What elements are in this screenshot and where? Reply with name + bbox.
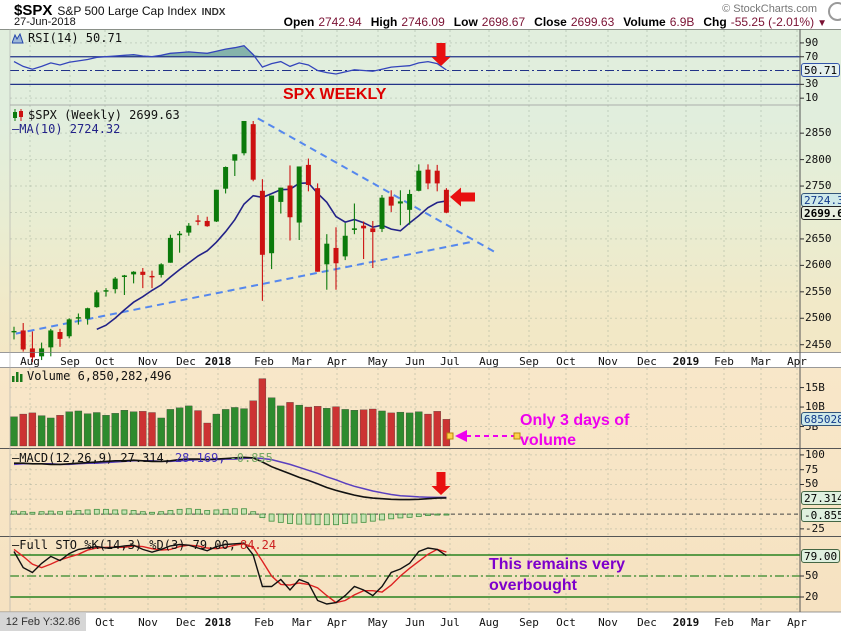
index-name: S&P 500 Large Cap Index bbox=[57, 4, 197, 18]
volume-legend-text: Volume 6,850,282,496 bbox=[27, 369, 172, 383]
ma-legend: —MA(10) 2724.32 bbox=[12, 122, 120, 136]
rsi-chart-icon bbox=[11, 32, 24, 44]
macd-hist-value: -0.855 bbox=[229, 451, 273, 465]
volume-bars-icon bbox=[12, 371, 23, 382]
quote-label: High bbox=[370, 15, 398, 29]
quote-label: Open bbox=[283, 15, 315, 29]
price-legend: $SPX (Weekly) 2699.63 bbox=[12, 108, 180, 122]
rsi-legend-text: RSI(14) 50.71 bbox=[28, 31, 122, 45]
exchange-tag: INDX bbox=[201, 7, 226, 18]
chart-header: $SPX S&P 500 Large Cap Index INDX © StockC… bbox=[0, 0, 841, 29]
candlestick-icon bbox=[12, 109, 24, 121]
macd-legend: —MACD(12,26,9) 27.314, 28.169, -0.855 bbox=[12, 451, 273, 465]
quote-value: -55.25 (-2.01%) bbox=[730, 15, 815, 29]
volume-legend: Volume 6,850,282,496 bbox=[12, 369, 172, 383]
symbol-label: $SPX bbox=[14, 2, 53, 19]
quote-dropdown-icon[interactable]: ▼ bbox=[817, 18, 827, 29]
crosshair-tooltip: 12 Feb Y:32.86 bbox=[0, 613, 86, 631]
quote-value: 2698.67 bbox=[481, 15, 526, 29]
sto-legend: —Full STO %K(14,3) %D(3) 79.00, 84.24 bbox=[12, 538, 276, 552]
chart-date: 27-Jun-2018 bbox=[14, 16, 76, 28]
quote-value: 2746.09 bbox=[401, 15, 445, 29]
sto-d-value: 84.24 bbox=[239, 538, 277, 552]
quote-label: Close bbox=[534, 15, 567, 29]
quote-label: Low bbox=[453, 15, 478, 29]
macd-signal-value: 28.169, bbox=[174, 451, 226, 465]
quote-value: 2699.63 bbox=[570, 15, 615, 29]
macd-legend-text: —MACD(12,26,9) 27.314, bbox=[12, 451, 171, 465]
ohlc-quote-row: Open 2742.94 High 2746.09 Low 2698.67 Close 269… bbox=[275, 15, 827, 29]
corner-badge-icon bbox=[828, 2, 841, 21]
quote-label: Volume bbox=[623, 15, 666, 29]
quote-label: Chg bbox=[703, 15, 727, 29]
price-legend-text: $SPX (Weekly) 2699.63 bbox=[28, 108, 180, 122]
quote-value: 6.9B bbox=[669, 15, 695, 29]
quote-value: 2742.94 bbox=[318, 15, 362, 29]
sto-legend-text: —Full STO %K(14,3) %D(3) 79.00, bbox=[12, 538, 236, 552]
ma-legend-text: —MA(10) 2724.32 bbox=[12, 122, 121, 136]
lower-panels-background bbox=[0, 368, 841, 612]
rsi-legend: RSI(14) 50.71 bbox=[11, 31, 122, 45]
title-row: $SPX S&P 500 Large Cap Index INDX bbox=[14, 2, 225, 20]
copyright-label: © StockCharts.com bbox=[722, 3, 817, 15]
